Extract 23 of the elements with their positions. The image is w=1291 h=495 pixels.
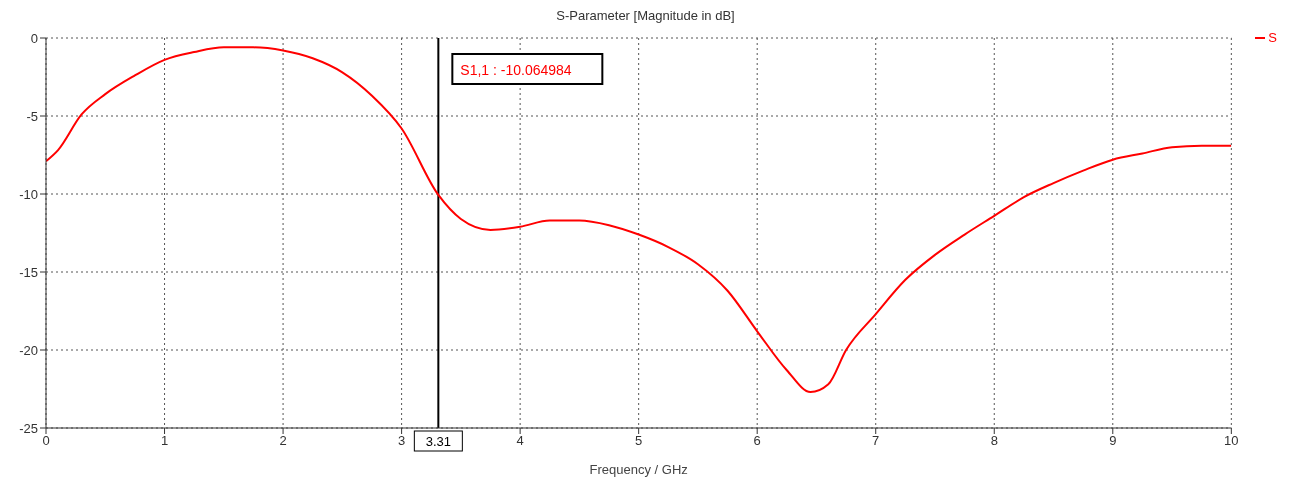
- y-tick-label: -20: [19, 342, 38, 358]
- ref-line-label: 3.31: [425, 434, 451, 449]
- x-tick-label: 5: [635, 433, 643, 449]
- y-tick-label: -5: [26, 108, 38, 124]
- y-tick-label: 0: [30, 30, 38, 46]
- legend-label: S: [1268, 30, 1277, 45]
- x-tick-label: 0: [42, 433, 50, 449]
- chart-title: S-Parameter [Magnitude in dB]: [555, 8, 736, 24]
- y-tick-label: -25: [19, 420, 38, 436]
- y-tick-label: -10: [19, 186, 38, 202]
- y-tick-label: -15: [19, 264, 38, 280]
- x-tick-label: 7: [872, 433, 880, 449]
- x-tick-label: 9: [1109, 433, 1117, 449]
- annotation: S1,1 : -10.064984: [460, 62, 572, 78]
- line-series: [46, 46, 1232, 394]
- x-tick-label: 1: [160, 433, 169, 449]
- x-tick-label: 2: [279, 433, 287, 449]
- x-tick-label: 6: [753, 433, 761, 449]
- x-tick-label: 10: [1224, 433, 1239, 449]
- x-tick-label: 8: [990, 433, 998, 449]
- x-tick-label: 4: [516, 433, 524, 449]
- x-axis-title: Frequency / GHz: [589, 462, 688, 477]
- x-tick-label: 3: [397, 433, 406, 449]
